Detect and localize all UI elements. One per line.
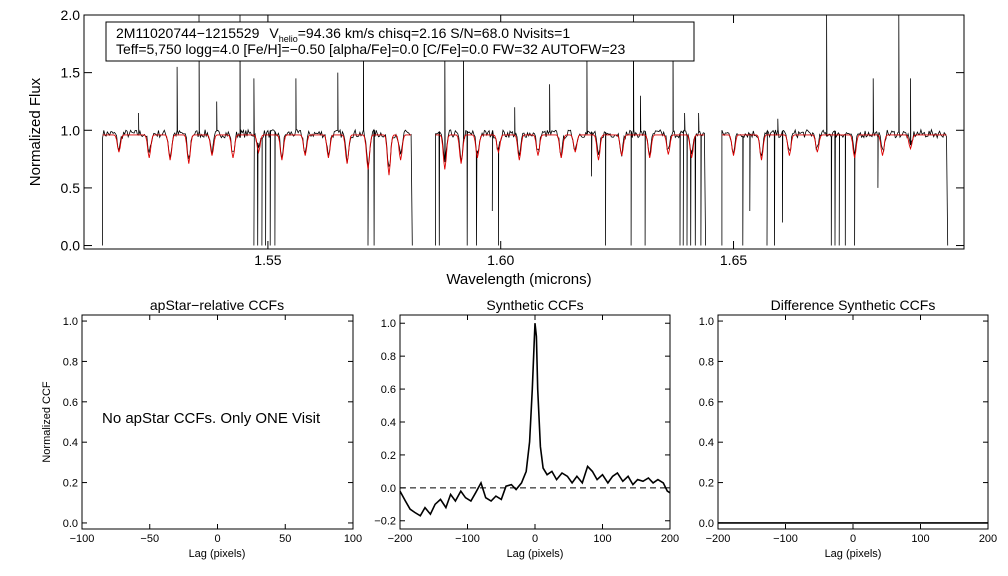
synthetic-ccf-title: Synthetic CCFs	[486, 297, 583, 313]
y-tick-label: 0.0	[61, 238, 81, 254]
info-box-frame	[105, 21, 695, 62]
spectrum-plot-frame	[83, 14, 965, 250]
y-tick-label: 1.0	[63, 316, 78, 328]
x-tick-label: 200	[979, 533, 997, 545]
x-tick-label: 0	[850, 533, 856, 545]
y-tick-label: 0.6	[381, 384, 396, 396]
apstar-ccf-title: apStar−relative CCFs	[150, 297, 284, 313]
x-tick-label: −50	[140, 533, 159, 545]
spectrum-lines	[102, 14, 949, 246]
y-tick-label: 0.4	[699, 437, 714, 449]
synthetic-ccf-xlabel: Lag (pixels)	[507, 548, 564, 560]
x-tick-label: −200	[706, 533, 731, 545]
spectrum-xlabel: Wavelength (microns)	[446, 271, 591, 288]
apstar-ccf-panel: apStar−relative CCFs −100 −50 0 50 100 0.0 0.2…	[41, 297, 362, 560]
spectrum-ylabel: Normalized Flux	[27, 77, 44, 186]
y-tick-label: 1.0	[699, 316, 714, 328]
x-tick-label: 100	[593, 533, 611, 545]
y-tick-label: 0.8	[63, 356, 78, 368]
spectrum-info-box: 2M11020744−1215529 Vhelio=94.36 km/s chis…	[105, 21, 695, 62]
observed-spectrum-line	[721, 14, 949, 246]
synthetic-ccf-axes: −200 −100 0 100 200 −0.2 0.0 0.2 0.4 0.6 0.8 1.0	[374, 315, 679, 545]
x-tick-label: 50	[279, 533, 291, 545]
y-tick-label: 0.2	[699, 478, 714, 490]
vhelio-symbol: V	[269, 25, 279, 41]
x-tick-label: −100	[70, 533, 95, 545]
y-tick-label: 0.8	[699, 356, 714, 368]
x-tick-label: 100	[911, 533, 929, 545]
synthetic-ccf-line	[399, 323, 671, 517]
y-tick-label: 0.4	[381, 417, 396, 429]
y-tick-label: 2.0	[61, 7, 81, 23]
y-tick-label: 0.4	[63, 437, 78, 449]
y-tick-label: 0.0	[63, 518, 78, 530]
y-tick-label: 0.8	[381, 351, 396, 363]
difference-ccf-title: Difference Synthetic CCFs	[771, 297, 936, 313]
y-tick-label: 0.2	[381, 450, 396, 462]
y-tick-label: 0.5	[61, 180, 81, 196]
model-spectrum-line	[102, 134, 412, 176]
y-tick-label: 0.2	[63, 478, 78, 490]
apstar-ccf-xlabel: Lag (pixels)	[189, 548, 246, 560]
x-tick-label: −200	[388, 533, 413, 545]
difference-ccf-axes: −200 −100 0 100 200 0.0 0.2 0.4 0.6 0.8 1.0	[699, 315, 997, 545]
synthetic-ccf-lines	[399, 323, 671, 517]
x-tick-label: −100	[773, 533, 798, 545]
info-line-2: Teff=5,750 logg=4.0 [Fe/H]=−0.50 [alpha/…	[116, 41, 625, 57]
y-tick-label: 0.0	[381, 483, 396, 495]
vhelio-subscript: helio	[279, 34, 298, 44]
x-tick-label: 0	[214, 533, 220, 545]
x-tick-label: 100	[344, 533, 362, 545]
info-line-1: 2M11020744−1215529 Vhelio=94.36 km/s chis…	[116, 25, 570, 44]
y-tick-label: 1.0	[61, 122, 81, 138]
vhelio-stats: =94.36 km/s chisq=2.16 S/N=68.0 Nvisits=…	[298, 25, 571, 41]
apstar-ccf-message: No apStar CCFs. Only ONE Visit	[102, 410, 321, 427]
x-tick-label: 1.55	[254, 252, 281, 268]
x-tick-label: 200	[661, 533, 679, 545]
apstar-ccf-ylabel: Normalized CCF	[41, 381, 53, 463]
model-spectrum-line	[721, 134, 947, 161]
difference-ccf-panel: Difference Synthetic CCFs −200 −100 0 100 20…	[699, 297, 997, 560]
star-id: 2M11020744−1215529	[116, 25, 260, 41]
difference-ccf-xlabel: Lag (pixels)	[825, 548, 882, 560]
synthetic-ccf-panel: Synthetic CCFs −200 −100 0 100 200 −0.2 0.0 0.2…	[374, 297, 679, 560]
y-tick-label: −0.2	[374, 516, 396, 528]
difference-ccf-frame	[717, 314, 989, 530]
x-tick-label: 1.65	[720, 252, 747, 268]
y-tick-label: 0.6	[699, 397, 714, 409]
y-tick-label: 0.6	[63, 397, 78, 409]
spectrum-panel: 1.55 1.60 1.65 0.0 0.5 1.0 1.5 2.0 Normalized F…	[27, 7, 965, 288]
apstar-ccf-axes: −100 −50 0 50 100 0.0 0.2 0.4 0.6 0.8 1.0	[63, 315, 362, 545]
model-spectrum-line	[435, 134, 705, 170]
x-tick-label: −100	[455, 533, 480, 545]
y-tick-label: 1.5	[61, 65, 81, 81]
y-tick-label: 1.0	[381, 318, 396, 330]
x-tick-label: 0	[532, 533, 538, 545]
y-tick-label: 0.0	[699, 518, 714, 530]
spectrum-axes: 1.55 1.60 1.65 0.0 0.5 1.0 1.5 2.0	[61, 7, 964, 268]
x-tick-label: 1.60	[487, 252, 514, 268]
synthetic-ccf-frame	[399, 314, 671, 530]
